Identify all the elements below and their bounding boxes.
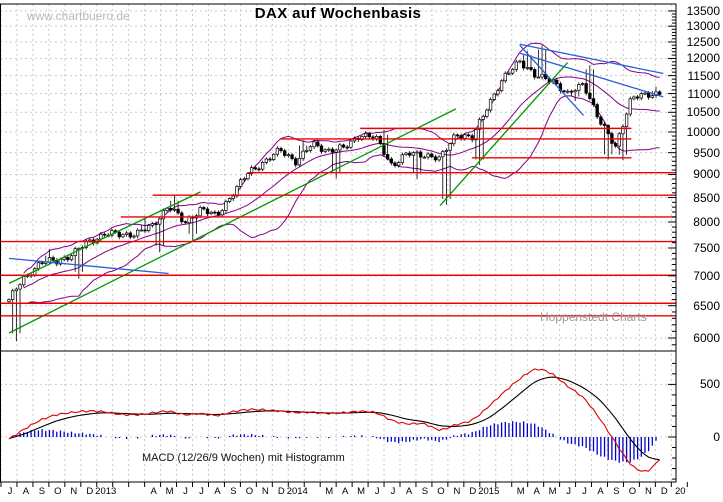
- month-axis-label: N: [644, 486, 652, 497]
- month-axis-label: J: [183, 486, 188, 497]
- price-axis-label: 11000: [687, 86, 720, 101]
- month-axis-label: A: [341, 486, 349, 497]
- month-axis-label: A: [533, 486, 540, 497]
- chart-title: DAX auf Wochenbasis: [254, 5, 422, 22]
- month-axis-label: S: [613, 486, 620, 497]
- price-axis-label: 7000: [693, 268, 720, 283]
- price-axis-label: 6000: [693, 331, 720, 345]
- month-axis-label: 2014: [286, 486, 308, 497]
- price-axis-label: 9000: [693, 167, 720, 182]
- price-axis-label: 10500: [686, 105, 720, 120]
- month-axis-label: D: [277, 486, 285, 497]
- month-axis-label: O: [437, 486, 445, 497]
- month-axis-label: M: [548, 486, 557, 497]
- month-axis-label: 2015: [478, 486, 500, 497]
- watermark-hoppenstedt: Hoppenstedt Charts: [540, 310, 647, 324]
- month-axis-label: S: [421, 486, 429, 497]
- month-axis-label: S: [230, 486, 237, 497]
- price-axis-label: 7500: [693, 241, 720, 255]
- month-axis-label: J: [374, 486, 380, 497]
- price-axis-label: 12000: [686, 51, 720, 66]
- price-axis-label: 10000: [686, 124, 720, 139]
- macd-axis-label: 500: [699, 377, 720, 392]
- price-axis-label: 11500: [687, 68, 720, 83]
- month-axis-label: M: [357, 486, 366, 497]
- month-axis-label: O: [245, 486, 254, 497]
- month-axis-label: J: [582, 486, 587, 497]
- price-axis-label: 8500: [693, 190, 720, 205]
- month-axis-label: D: [469, 486, 477, 497]
- price-axis-label: 13000: [686, 19, 720, 34]
- month-axis-label: M: [165, 486, 174, 497]
- month-axis-label: M: [325, 486, 334, 497]
- month-axis-label: N: [453, 486, 461, 497]
- watermark-chartbuero: www.chartbuero.de: [27, 9, 130, 23]
- macd-axis-label: 0: [713, 430, 720, 444]
- price-axis-label: 13500: [686, 3, 720, 18]
- price-axis-label: 6500: [693, 298, 720, 313]
- month-axis-label: O: [628, 486, 637, 497]
- month-axis-label: 20: [675, 486, 686, 497]
- month-axis-label: A: [214, 486, 221, 497]
- month-axis-label: A: [150, 486, 157, 497]
- month-axis-label: D: [86, 486, 94, 497]
- month-axis-label: N: [70, 486, 78, 497]
- month-axis-label: J: [199, 486, 204, 497]
- price-axis-label: 9500: [693, 145, 720, 160]
- month-axis-label: D: [660, 486, 668, 497]
- month-axis-label: O: [54, 486, 62, 497]
- month-axis-label: J: [7, 486, 13, 497]
- price-axis-label: 12500: [686, 34, 720, 49]
- month-axis-label: J: [390, 486, 396, 497]
- month-axis-label: A: [22, 486, 30, 497]
- month-axis-label: N: [261, 486, 269, 497]
- month-axis-label: A: [597, 486, 604, 497]
- month-axis-label: M: [516, 486, 525, 497]
- month-axis-label: 2013: [95, 486, 117, 497]
- macd-indicator-label: MACD (12/26/9 Wochen) mit Histogramm: [142, 452, 345, 464]
- month-axis-label: S: [38, 486, 46, 497]
- month-axis-label: A: [405, 486, 413, 497]
- price-axis-label: 8000: [693, 214, 720, 229]
- month-axis-label: J: [566, 486, 571, 497]
